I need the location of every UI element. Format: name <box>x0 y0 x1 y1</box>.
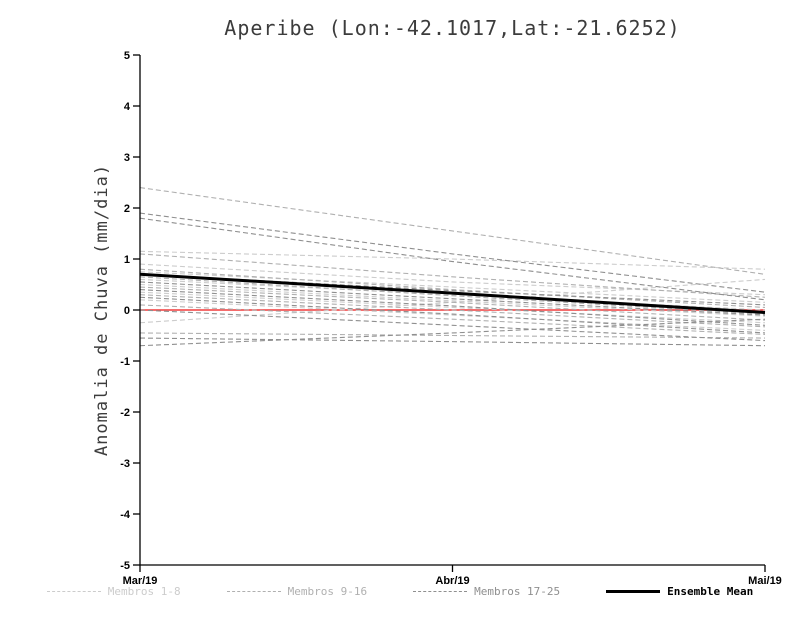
ensemble-member-line <box>139 337 766 347</box>
x-tick-label: Mar/19 <box>123 575 158 587</box>
ensemble-member-line <box>139 296 766 334</box>
y-tick-label: -3 <box>120 458 130 470</box>
ensemble-member-line <box>139 291 766 324</box>
legend-line-sample <box>226 591 281 592</box>
y-tick-label: 0 <box>124 305 130 317</box>
chart-legend: Membros 1-8 Membros 9-16 Membros 17-25 Ense… <box>0 585 800 598</box>
ensemble-mean-line <box>139 272 766 315</box>
legend-item: Membros 9-16 <box>226 585 368 598</box>
x-tick-label: Mai/19 <box>748 575 782 587</box>
ensemble-member-line <box>139 212 766 293</box>
ensemble-member-line <box>139 286 766 321</box>
ensemble-member-line <box>139 332 766 339</box>
ensemble-member-line <box>139 289 766 326</box>
y-tick-label: 2 <box>124 203 130 215</box>
y-tick-label: 1 <box>124 254 130 266</box>
y-tick-label: -1 <box>120 356 130 368</box>
chart-title: Aperibe (Lon:-42.1017,Lat:-21.6252) <box>224 16 681 40</box>
legend-item: Ensemble Mean <box>606 585 753 598</box>
y-tick-label: -4 <box>120 509 131 521</box>
ensemble-member-line <box>139 268 766 308</box>
ensemble-member-line <box>139 250 766 270</box>
legend-label: Ensemble Mean <box>667 585 754 598</box>
ensemble-member-line <box>139 299 766 331</box>
legend-label: Membros 17-25 <box>474 585 561 598</box>
legend-label: Membros 1-8 <box>107 585 181 598</box>
legend-item: Membros 1-8 <box>46 585 181 598</box>
legend-item: Membros 17-25 <box>413 585 560 598</box>
ensemble-member-line <box>139 253 766 298</box>
legend-label: Membros 9-16 <box>287 585 368 598</box>
ensemble-member-line <box>139 309 766 342</box>
legend-line-sample <box>46 591 101 592</box>
ensemble-member-line <box>139 283 766 317</box>
ensemble-member-line <box>139 294 766 328</box>
y-tick-label: 5 <box>124 50 130 62</box>
y-tick-label: 3 <box>124 152 130 164</box>
ensemble-member-line <box>139 276 766 315</box>
legend-line-sample <box>606 590 661 593</box>
y-tick-label: 4 <box>124 101 131 113</box>
ensemble-member-line <box>139 304 766 336</box>
y-tick-label: -2 <box>120 407 130 419</box>
x-tick-label: Abr/19 <box>435 575 469 587</box>
ensemble-member-line <box>139 271 766 303</box>
ensemble-member-line <box>139 281 766 316</box>
legend-line-sample <box>413 591 468 592</box>
y-tick-label: -5 <box>120 560 130 572</box>
ensemble-member-line <box>139 217 766 301</box>
ensemble-member-line <box>139 187 766 275</box>
ensemble-member-line <box>139 318 766 347</box>
